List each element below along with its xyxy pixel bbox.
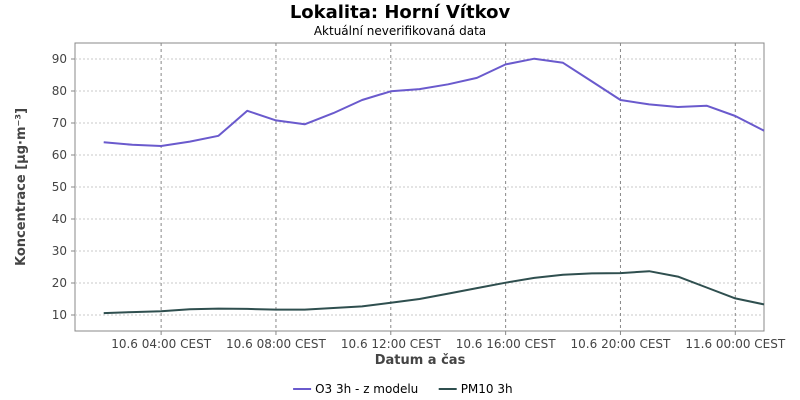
x-tick-label: 10.6 16:00 CEST — [456, 337, 557, 351]
series-line-1 — [103, 57, 765, 147]
x-tick-label: 10.6 20:00 CEST — [571, 337, 672, 351]
x-tick-label: 11.6 00:00 CEST — [685, 337, 786, 351]
x-axis-label: Datum a čas — [375, 353, 466, 368]
x-tick-label: 10.6 08:00 CEST — [226, 337, 327, 351]
series-line-2 — [103, 270, 765, 315]
legend: O3 3h - z modelu PM10 3h — [293, 382, 513, 396]
y-tick-label: 80 — [52, 84, 67, 98]
chart-title: Lokalita: Horní Vítkov — [290, 2, 511, 23]
series-layer — [103, 57, 765, 315]
x-tick-label: 10.6 12:00 CEST — [341, 337, 442, 351]
y-tick-label: 70 — [52, 116, 67, 130]
y-axis: 10 20 30 40 50 60 70 80 90 — [52, 52, 75, 322]
y-tick-label: 50 — [52, 180, 67, 194]
y-tick-label: 30 — [52, 244, 67, 258]
x-axis: 10.6 04:00 CEST 10.6 08:00 CEST 10.6 12:00… — [111, 331, 786, 351]
chart-subtitle: Aktuální neverifikovaná data — [314, 24, 486, 38]
y-tick-label: 10 — [52, 308, 67, 322]
y-tick-label: 40 — [52, 212, 67, 226]
y-tick-label: 60 — [52, 148, 67, 162]
y-axis-label: Koncentrace [µg·m⁻³] — [14, 108, 29, 266]
x-tick-label: 10.6 04:00 CEST — [111, 337, 212, 351]
y-tick-label: 90 — [52, 52, 67, 66]
legend-label: PM10 3h — [461, 382, 513, 396]
legend-label: O3 3h - z modelu — [315, 382, 418, 396]
y-tick-label: 20 — [52, 276, 67, 290]
